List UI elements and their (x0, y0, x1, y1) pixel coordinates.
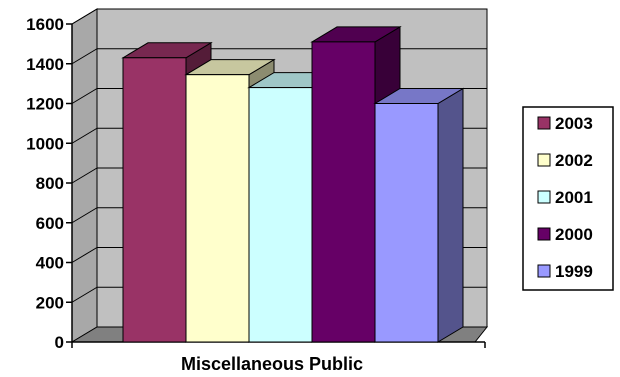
bar-front (185, 74, 250, 343)
gridline-diagonal (71, 167, 98, 184)
gridline-diagonal (71, 207, 98, 224)
legend-swatch (537, 227, 551, 241)
gridline-diagonal (71, 8, 98, 25)
bar-1999 (373, 87, 465, 343)
bar-front (374, 103, 439, 343)
y-tick-label: 1000 (26, 134, 64, 153)
y-tick-label: 200 (36, 293, 64, 312)
y-tick-label: 1200 (26, 95, 64, 114)
y-tick-label: 0 (55, 333, 64, 352)
y-tick-label: 1600 (26, 15, 64, 34)
category-axis-label: Miscellaneous Public (181, 354, 363, 374)
gridline-diagonal (71, 127, 98, 144)
legend-label: 2001 (555, 188, 593, 207)
legend-label: 2000 (555, 225, 593, 244)
legend-swatch (537, 264, 551, 278)
y-tick-label: 600 (36, 214, 64, 233)
y-tick-label: 800 (36, 174, 64, 193)
bar-side (437, 87, 464, 343)
gridline-diagonal (71, 286, 98, 303)
y-tick-label: 1400 (26, 55, 64, 74)
legend-label: 2003 (555, 114, 593, 133)
value-axis: 0 200 400 600 800 1000 1200 1400 1600 (26, 15, 486, 352)
legend-swatch (537, 190, 551, 204)
gridline-diagonal (71, 88, 98, 104)
bar-front (122, 57, 187, 343)
legend-label: 2002 (555, 151, 593, 170)
legend-label: 1999 (555, 262, 593, 281)
legend-swatch (537, 116, 551, 130)
legend: 2003 2002 2001 2000 1999 (522, 106, 614, 291)
y-tick-label: 400 (36, 254, 64, 273)
bar-front (248, 87, 313, 343)
legend-swatch (537, 153, 551, 167)
bar-front (311, 41, 376, 343)
gridline-diagonal (71, 48, 98, 65)
gridline-diagonal (71, 247, 98, 263)
bars (121, 26, 465, 343)
